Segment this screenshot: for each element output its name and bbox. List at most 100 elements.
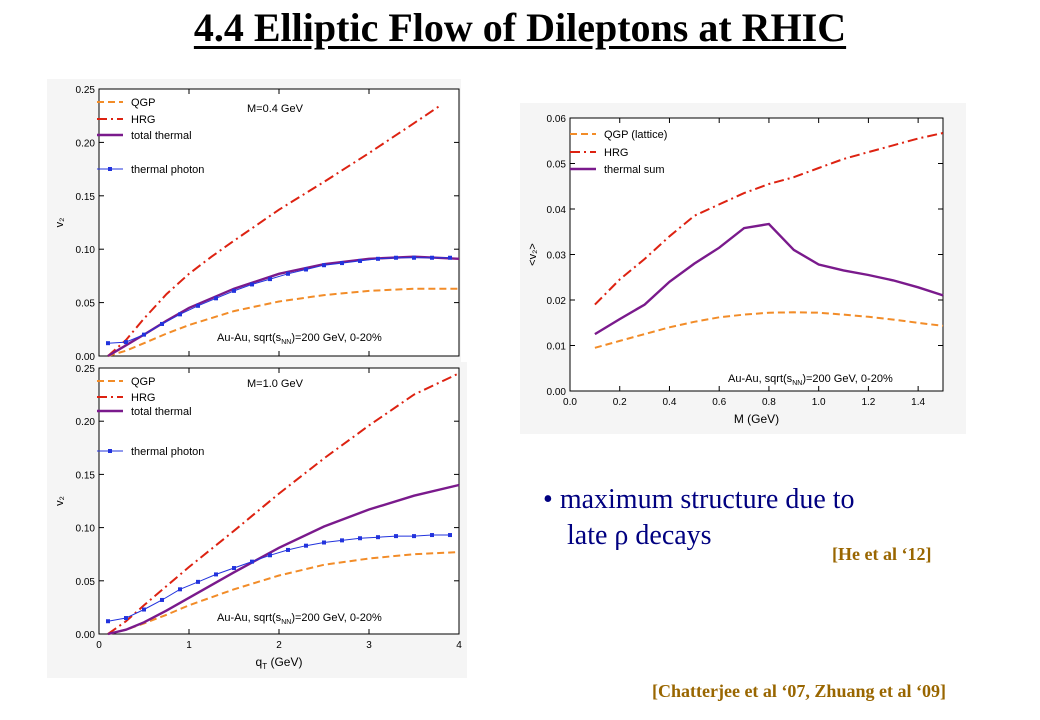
data-point-thermal-photon bbox=[448, 255, 452, 260]
data-point-thermal-photon bbox=[250, 282, 254, 287]
y-tick-label: 0.20 bbox=[76, 138, 96, 149]
legend-label-hrg: HRG bbox=[131, 114, 155, 126]
legend-label-qgp: QGP bbox=[131, 97, 155, 109]
data-point-thermal-photon bbox=[376, 256, 380, 261]
data-point-thermal-photon bbox=[124, 616, 128, 621]
y-tick-label: 0.00 bbox=[547, 387, 567, 398]
y-tick-label: 0.25 bbox=[76, 85, 96, 96]
y-tick-label: 0.04 bbox=[547, 205, 567, 216]
y-tick-label: 0.25 bbox=[76, 364, 96, 375]
chart-panel-m04: 0.00 0.05 0.10 0.15 0.20 0.25 v₂ QGP HRG total th… bbox=[47, 79, 461, 363]
citation-chatterjee: [Chatterjee et al ‘07, Zhuang et al ‘09] bbox=[652, 681, 946, 701]
data-point-thermal-photon bbox=[160, 597, 164, 602]
x-tick-label: 1 bbox=[186, 640, 192, 651]
x-tick-label: 2 bbox=[276, 640, 282, 651]
bullet-text-1: maximum structure due to bbox=[559, 484, 855, 515]
data-point-thermal-photon bbox=[322, 540, 326, 545]
y-tick-label: 0.00 bbox=[76, 630, 96, 641]
x-tick-label: 0.6 bbox=[712, 397, 726, 408]
data-point-thermal-photon bbox=[394, 534, 398, 539]
legend-label-thermal-sum: thermal sum bbox=[604, 164, 665, 176]
bullet-line-1: • maximum structure due to bbox=[543, 484, 855, 515]
mass-annotation: M=0.4 GeV bbox=[247, 103, 304, 115]
series-line-qgp bbox=[107, 287, 459, 357]
series-line-hrg bbox=[107, 104, 442, 357]
data-point-thermal-photon bbox=[232, 288, 236, 293]
v2-vs-mass-chart: 0.00 0.01 0.02 0.03 0.04 0.05 0.06 0.0 0.2 0.4 0.6… bbox=[527, 114, 944, 426]
y-tick-label: 0.05 bbox=[547, 160, 567, 171]
data-point-thermal-photon bbox=[250, 559, 254, 564]
x-tick-label: 0.8 bbox=[762, 397, 776, 408]
series-line-qgp bbox=[107, 551, 460, 635]
data-point-thermal-photon bbox=[196, 303, 200, 308]
system-annotation: Au-Au, sqrt(sNN)=200 GeV, 0-20% bbox=[728, 373, 893, 387]
system-annotation: Au-Au, sqrt(sNN)=200 GeV, 0-20% bbox=[217, 612, 382, 626]
data-point-thermal-photon bbox=[124, 340, 128, 345]
series-line-total-thermal bbox=[107, 483, 460, 636]
x-tick-label: 1.0 bbox=[812, 397, 826, 408]
mass-annotation: M=1.0 GeV bbox=[247, 378, 304, 390]
series-line-thermal-sum bbox=[594, 222, 944, 336]
y-axis-label: v₂ bbox=[54, 496, 66, 506]
v2-chart-m04: 0.00 0.05 0.10 0.15 0.20 0.25 v₂ QGP HRG total th… bbox=[54, 85, 460, 363]
x-tick-label: 3 bbox=[366, 640, 372, 651]
data-point-thermal-photon bbox=[160, 321, 164, 326]
data-point-thermal-photon bbox=[142, 607, 146, 612]
x-tick-label: 1.4 bbox=[911, 397, 925, 408]
y-tick-label: 0.01 bbox=[547, 342, 567, 353]
x-tick-label: 4 bbox=[456, 640, 462, 651]
legend-label-total-thermal: total thermal bbox=[131, 130, 192, 142]
data-point-thermal-photon bbox=[304, 267, 308, 272]
chart-panel-mass: 0.00 0.01 0.02 0.03 0.04 0.05 0.06 0.0 0.2 0.4 0.6… bbox=[520, 103, 966, 434]
y-tick-label: 0.20 bbox=[76, 417, 96, 428]
series-line-qgp-lattice bbox=[594, 311, 944, 349]
v2-chart-m10: 0.00 0.05 0.10 0.15 0.20 0.25 0 1 2 3 4 v₂ qT (GeV) Q… bbox=[54, 364, 462, 671]
data-point-thermal-photon bbox=[412, 534, 416, 539]
data-point-thermal-photon bbox=[394, 255, 398, 260]
x-tick-label: 0.2 bbox=[613, 397, 627, 408]
data-point-thermal-photon bbox=[196, 579, 200, 584]
data-point-thermal-photon bbox=[232, 566, 236, 571]
slide-title: 4.4 Elliptic Flow of Dileptons at RHIC bbox=[193, 5, 847, 50]
data-point-thermal-photon bbox=[142, 332, 146, 337]
data-point-thermal-photon bbox=[376, 535, 380, 540]
data-point-thermal-photon bbox=[304, 543, 308, 548]
bullet-text-2: late ρ decays bbox=[567, 520, 712, 551]
x-tick-label: 1.2 bbox=[861, 397, 875, 408]
data-point-thermal-photon bbox=[430, 255, 434, 260]
y-axis-label: v₂ bbox=[54, 218, 66, 228]
data-point-thermal-photon bbox=[412, 255, 416, 260]
y-tick-label: 0.15 bbox=[76, 470, 96, 481]
series-line-hrg bbox=[594, 132, 944, 306]
series-line-thermal-photon bbox=[107, 534, 450, 622]
y-axis-label: <v₂> bbox=[527, 243, 539, 266]
data-point-thermal-photon bbox=[178, 587, 182, 592]
system-annotation: Au-Au, sqrt(sNN)=200 GeV, 0-20% bbox=[217, 332, 382, 346]
bullet-point: • maximum structure due to late ρ decays bbox=[543, 482, 855, 554]
data-point-thermal-photon bbox=[340, 538, 344, 543]
y-tick-label: 0.15 bbox=[76, 192, 96, 203]
data-point-thermal-photon bbox=[214, 572, 218, 577]
legend-label-hrg: HRG bbox=[604, 147, 628, 159]
x-tick-label: 0.0 bbox=[563, 397, 577, 408]
data-point-thermal-photon bbox=[106, 619, 110, 624]
x-tick-label: 0.4 bbox=[663, 397, 677, 408]
data-point-thermal-photon bbox=[448, 533, 452, 538]
data-point-thermal-photon bbox=[214, 296, 218, 301]
y-tick-label: 0.03 bbox=[547, 251, 567, 262]
data-point-thermal-photon bbox=[178, 312, 182, 317]
data-point-thermal-photon bbox=[268, 277, 272, 282]
x-tick-label: 0 bbox=[96, 640, 102, 651]
y-tick-label: 0.00 bbox=[76, 352, 96, 362]
x-axis-label: M (GeV) bbox=[734, 412, 779, 426]
data-point-thermal-photon bbox=[106, 341, 110, 346]
series-line-hrg bbox=[107, 372, 460, 635]
series-line-thermal-photon bbox=[107, 257, 450, 344]
legend-marker-thermal-photon bbox=[108, 449, 112, 453]
y-tick-label: 0.05 bbox=[76, 577, 96, 588]
legend-label-total-thermal: total thermal bbox=[131, 406, 192, 418]
data-point-thermal-photon bbox=[286, 271, 290, 276]
data-point-thermal-photon bbox=[268, 553, 272, 558]
data-point-thermal-photon bbox=[358, 258, 362, 263]
y-tick-label: 0.10 bbox=[76, 245, 96, 256]
